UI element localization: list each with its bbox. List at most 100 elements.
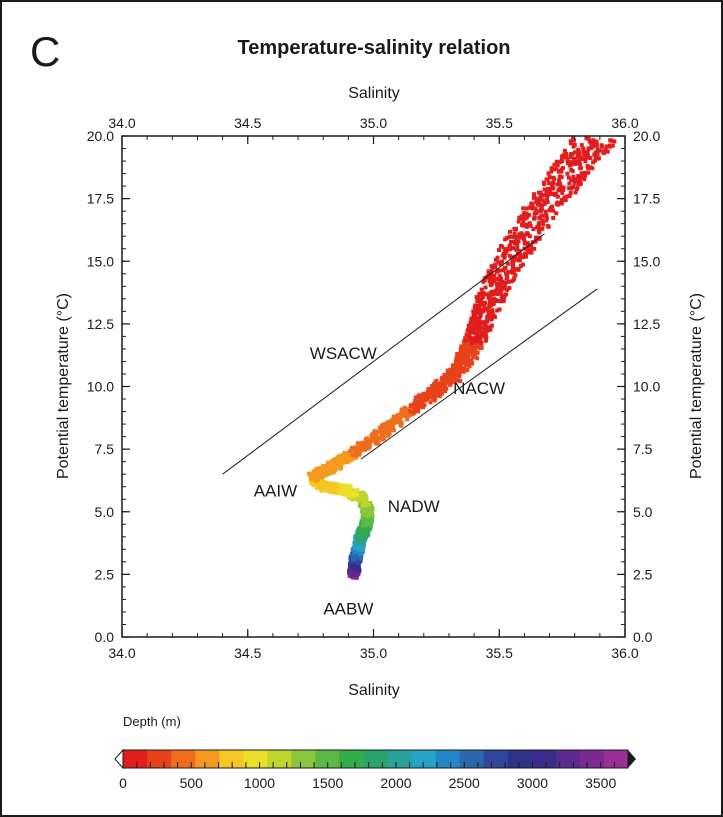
- ts-point: [380, 426, 385, 431]
- ts-point: [472, 346, 477, 351]
- ts-point: [500, 268, 505, 273]
- x-tick-label-bottom: 34.0: [108, 645, 135, 661]
- water-mass-label-nadw: NADW: [388, 497, 440, 516]
- ts-point: [429, 391, 434, 396]
- ts-point: [489, 323, 494, 328]
- ts-point: [398, 420, 403, 425]
- ts-point: [571, 135, 576, 140]
- ts-point: [534, 208, 539, 213]
- ts-point: [447, 376, 452, 381]
- ts-point: [348, 489, 353, 494]
- ts-point: [321, 467, 326, 472]
- ts-point: [545, 224, 550, 229]
- ts-point: [469, 316, 474, 321]
- ts-point: [457, 355, 462, 360]
- y-axis-label-left: Potential temperature (°C): [55, 293, 72, 479]
- ts-point: [524, 251, 529, 256]
- ts-point: [547, 208, 552, 213]
- ts-point: [568, 190, 573, 195]
- ts-point: [547, 175, 552, 180]
- y-axis-label-right: Potential temperature (°C): [688, 293, 705, 479]
- ts-point: [437, 394, 442, 399]
- ts-point: [390, 427, 395, 432]
- ts-point: [581, 157, 586, 162]
- ts-point: [557, 180, 562, 185]
- ts-point: [510, 258, 515, 263]
- ts-point: [595, 152, 600, 157]
- ts-point: [463, 347, 468, 352]
- ts-point: [328, 487, 333, 492]
- ts-point: [477, 321, 482, 326]
- ts-point: [471, 327, 476, 332]
- ts-point: [495, 255, 500, 260]
- ts-point: [568, 163, 573, 168]
- ts-point: [591, 160, 596, 165]
- ts-point: [550, 180, 555, 185]
- ts-point: [455, 354, 460, 359]
- colorbar-swatch: [291, 750, 316, 768]
- ts-point: [452, 369, 457, 374]
- ts-point: [567, 181, 572, 186]
- ts-point: [348, 448, 353, 453]
- colorbar-tick-label: 3500: [585, 775, 616, 791]
- ts-point: [571, 174, 576, 179]
- ts-point: [361, 518, 366, 523]
- ts-point: [517, 255, 522, 260]
- ts-point: [569, 167, 574, 172]
- ts-point: [489, 317, 494, 322]
- ts-point: [571, 160, 576, 165]
- ts-point: [593, 158, 598, 163]
- y-tick-label-right: 2.5: [633, 566, 653, 582]
- ts-point: [514, 237, 519, 242]
- ts-point: [595, 147, 600, 152]
- ts-point: [489, 264, 494, 269]
- ts-point: [549, 169, 554, 174]
- ts-point: [480, 294, 485, 299]
- ts-point: [446, 371, 451, 376]
- ts-point: [351, 493, 356, 498]
- ts-point: [452, 371, 457, 376]
- ts-point: [583, 173, 588, 178]
- ts-point: [387, 431, 392, 436]
- ts-point: [581, 171, 586, 176]
- ts-point: [528, 244, 533, 249]
- ts-point: [572, 181, 577, 186]
- colorbar-swatch: [531, 750, 557, 768]
- ts-point: [326, 468, 331, 473]
- ts-point: [551, 186, 556, 191]
- ts-point: [522, 239, 527, 244]
- ts-point: [502, 295, 507, 300]
- ts-point: [459, 344, 464, 349]
- ts-point: [482, 303, 487, 308]
- ts-point: [392, 415, 397, 420]
- colorbar-tick-label: 2500: [449, 775, 480, 791]
- ts-point: [471, 324, 476, 329]
- water-mass-label-nacw: NACW: [453, 379, 505, 398]
- ts-point: [471, 355, 476, 360]
- ts-point: [326, 466, 331, 471]
- ts-point: [359, 525, 364, 530]
- ts-point: [544, 177, 549, 182]
- ts-point: [350, 571, 355, 576]
- ts-point: [439, 391, 444, 396]
- ts-point: [355, 553, 360, 558]
- ts-point: [437, 384, 442, 389]
- ts-point: [575, 159, 580, 164]
- x-tick-label-top: 36.0: [611, 115, 638, 131]
- ts-point: [513, 254, 518, 259]
- ts-point: [490, 309, 495, 314]
- ts-point: [405, 417, 410, 422]
- y-tick-label-left: 10.0: [87, 379, 114, 395]
- ts-point: [552, 192, 557, 197]
- ts-point: [594, 139, 599, 144]
- ts-point: [534, 197, 539, 202]
- ts-point: [599, 144, 604, 149]
- ts-point: [560, 190, 565, 195]
- ts-point: [511, 262, 516, 267]
- ts-point: [555, 182, 560, 187]
- ts-point: [367, 509, 372, 514]
- ts-point: [366, 525, 371, 530]
- ts-point: [546, 171, 551, 176]
- ts-point: [505, 287, 510, 292]
